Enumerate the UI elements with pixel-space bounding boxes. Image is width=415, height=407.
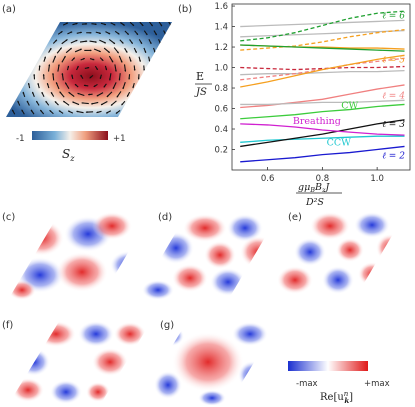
series-line-3	[240, 123, 405, 136]
panel-label-a: (a)	[2, 4, 16, 15]
panel-label-e: (e)	[288, 212, 302, 223]
series-label: Breathing	[293, 116, 341, 127]
series-label: ℓ = 6	[382, 11, 405, 21]
series-label: ℓ = 5	[382, 55, 405, 65]
x-tick-label: 1.0	[370, 174, 384, 184]
series-label: CW	[341, 101, 358, 112]
panel-label-d: (d)	[158, 212, 172, 223]
x-tick-label: 0.8	[316, 174, 330, 184]
series-label: ℓ = 3	[382, 120, 405, 130]
series-label: ℓ = 2	[382, 152, 405, 162]
y-axis-label-top: E	[196, 70, 204, 83]
series-line-15	[240, 44, 405, 52]
series-line-12	[240, 54, 405, 88]
mode-map-d	[136, 212, 280, 300]
colorbar-sz	[32, 131, 108, 140]
mode-map-c	[8, 212, 152, 300]
colorbar-sz-min: -1	[16, 134, 24, 144]
series-line-16	[240, 10, 405, 42]
series-line-5	[240, 84, 405, 109]
plot-frame	[231, 3, 411, 171]
mode-map-e	[262, 212, 406, 300]
panel-label-g: (g)	[160, 320, 174, 331]
x-axis-label-top: gμBBzJ	[298, 182, 330, 194]
y-tick-label: 1.2	[214, 43, 228, 53]
series-label: CCW	[327, 137, 352, 148]
series-line-6	[240, 99, 405, 106]
series-line-10	[240, 57, 405, 81]
skyrmion-map	[6, 22, 172, 117]
colorbar-mode-label: Re[un k]	[320, 390, 353, 405]
series-line-11	[240, 65, 405, 71]
series-line-7	[240, 69, 405, 76]
y-tick-label: 1.6	[214, 2, 228, 12]
series-line-1	[240, 135, 405, 143]
series-line-13	[240, 28, 405, 51]
panel-label-c: (c)	[2, 212, 15, 223]
series-label: ℓ = 4	[382, 91, 405, 101]
series-line-4	[240, 103, 405, 120]
colorbar-mode-max: +max	[364, 379, 390, 389]
x-tick-label: 0.6	[261, 174, 275, 184]
series-line-9	[240, 29, 405, 38]
colorbar-sz-label: Sz	[62, 147, 75, 163]
y-tick-label: 0.4	[214, 125, 228, 135]
y-axis-label-bottom: JS	[194, 87, 207, 98]
y-tick-label: 1.0	[214, 64, 228, 74]
series-line-8	[240, 19, 405, 28]
y-tick-label: 1.4	[214, 23, 228, 33]
panel-label-f: (f)	[2, 320, 13, 331]
mode-map-f	[8, 320, 152, 405]
y-tick-label: 0.2	[214, 146, 228, 156]
series-line-0	[240, 145, 405, 163]
colorbar-mode	[288, 361, 368, 371]
mode-map-g	[136, 320, 280, 405]
colorbar-sz-max: +1	[113, 134, 126, 144]
y-tick-label: 0.8	[214, 84, 228, 94]
colorbar-mode-min: -max	[296, 379, 318, 389]
y-tick-label: 0.6	[214, 105, 228, 115]
series-line-2	[240, 119, 405, 148]
x-axis-label-bottom: D²S	[305, 197, 324, 208]
panel-label-b: (b)	[178, 4, 192, 15]
